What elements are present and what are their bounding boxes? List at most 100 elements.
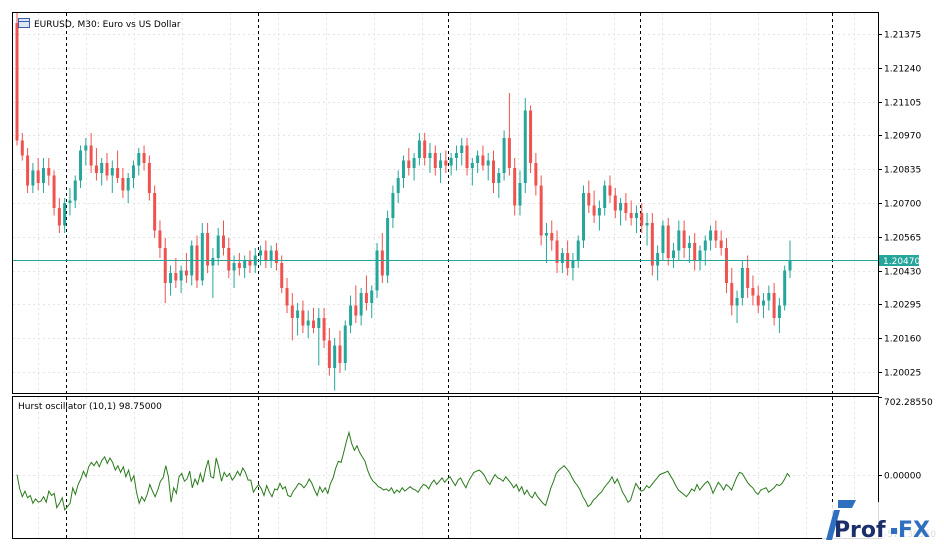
candle-body	[433, 153, 437, 168]
candle-body	[232, 263, 236, 271]
candle-body	[322, 318, 326, 341]
candle-body	[343, 325, 347, 363]
candle-body	[619, 203, 623, 211]
candle-body	[703, 240, 707, 251]
oscillator-title: Hurst oscillator (10,1) 98.75000	[18, 402, 162, 412]
candle-body	[460, 145, 464, 153]
candle-body	[158, 230, 162, 248]
candle-body	[640, 213, 644, 226]
candle-body	[375, 250, 379, 291]
candle-body	[184, 270, 188, 276]
candle-body	[354, 305, 358, 316]
candle-body	[507, 138, 511, 168]
candle-body	[41, 168, 45, 183]
candle-body	[364, 293, 368, 303]
candle-body	[57, 208, 61, 226]
candle-body	[211, 258, 215, 266]
candle-body	[131, 165, 135, 178]
candle-body	[153, 193, 157, 231]
candle-body	[274, 250, 278, 263]
candle-body	[529, 110, 533, 163]
candle-body	[672, 250, 676, 258]
candle-body	[603, 185, 607, 208]
candle-body	[63, 203, 67, 226]
candle-body	[751, 288, 755, 296]
candle-body	[709, 230, 713, 241]
candle-body	[645, 223, 649, 226]
candle-body	[470, 163, 474, 168]
price-tick-label: 1.20430	[884, 268, 921, 278]
candle-body	[142, 153, 146, 163]
candle-body	[439, 160, 443, 168]
candle-body	[788, 260, 792, 271]
candle-body	[677, 230, 681, 251]
candle-body	[539, 185, 543, 236]
candle-body	[317, 318, 321, 328]
candle-body	[407, 160, 411, 168]
candle-body	[396, 178, 400, 193]
candle-body	[481, 155, 485, 166]
candle-body	[126, 178, 130, 191]
candle-body	[687, 243, 691, 248]
candle-body	[110, 168, 114, 176]
candles-layer	[15, 13, 792, 391]
candle-body	[492, 160, 496, 183]
chart-header: EURUSD, M30: Euro vs US Dollar	[18, 18, 181, 30]
candle-body	[280, 263, 284, 288]
candle-body	[613, 195, 617, 211]
candle-body	[370, 290, 374, 303]
candle-body	[714, 230, 718, 241]
price-tick-label: 1.20025	[884, 369, 921, 379]
candle-body	[31, 170, 35, 186]
candle-body	[624, 203, 628, 213]
candle-body	[402, 160, 405, 178]
candle-body	[84, 145, 88, 151]
candle-body	[20, 140, 24, 156]
oscillator-line	[16, 430, 791, 512]
logo-mark-stem	[826, 510, 840, 540]
oscillator-grid	[13, 397, 878, 538]
candle-body	[311, 320, 315, 328]
candle-body	[116, 168, 120, 178]
current-price-tag-bg	[879, 255, 919, 266]
candle-body	[629, 213, 633, 218]
candle-body	[608, 185, 612, 196]
logo-backdrop	[822, 502, 938, 546]
logo-dot	[891, 528, 897, 534]
candle-body	[105, 163, 109, 176]
candle-body	[179, 270, 183, 281]
candle-body	[597, 208, 601, 216]
candle-body	[486, 160, 490, 166]
candle-body	[264, 250, 268, 261]
candle-body	[730, 283, 734, 306]
candle-body	[592, 205, 596, 216]
candle-body	[94, 165, 98, 173]
candle-body	[666, 225, 670, 258]
candle-body	[582, 193, 586, 241]
current-price-tag: 1.20470	[879, 255, 920, 267]
price-tick-label: 1.20295	[884, 301, 921, 311]
price-tick-label: 1.21375	[884, 31, 921, 41]
candle-body	[740, 268, 744, 298]
candle-body	[349, 305, 353, 326]
candle-body	[693, 243, 697, 261]
candle-body	[15, 23, 19, 141]
candle-body	[36, 170, 40, 183]
current-price-label: 1.20470	[883, 257, 920, 267]
candle-body	[746, 268, 750, 288]
candle-body	[417, 140, 421, 158]
candle-body	[560, 253, 564, 263]
candle-body	[502, 138, 506, 173]
candle-body	[221, 235, 225, 248]
candle-body	[147, 163, 151, 193]
candle-body	[26, 155, 30, 186]
candle-body	[216, 235, 220, 258]
candle-body	[571, 260, 575, 268]
candle-body	[412, 158, 416, 168]
logo-suffix: FX	[898, 518, 930, 543]
candle-body	[195, 245, 199, 281]
price-tick-label: 1.21105	[884, 99, 921, 109]
oscillator-tick-label: 0.00000	[884, 472, 921, 482]
candle-body	[767, 293, 771, 301]
